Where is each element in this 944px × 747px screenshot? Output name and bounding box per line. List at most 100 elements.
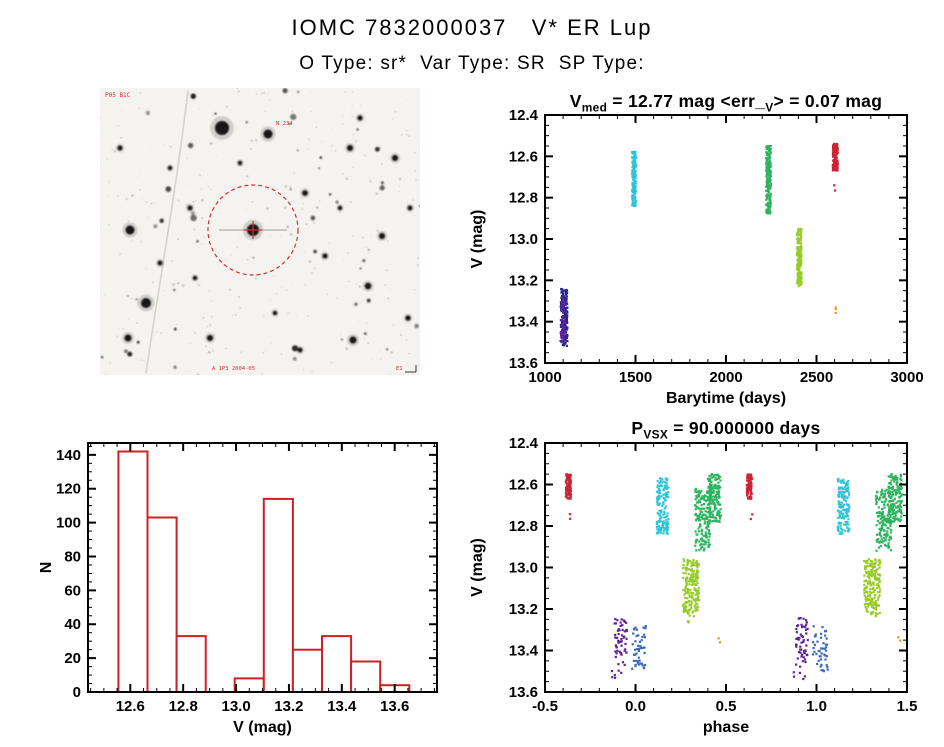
axis-text: 1000 1500 2000 2500 3000 12.4 12.6 12.8 13.0 13.2… xyxy=(469,107,924,407)
y-tick-label: 13.0 xyxy=(509,560,538,577)
scatter-cluster-green-a xyxy=(875,488,893,552)
y-tick-label: 12.4 xyxy=(509,435,539,452)
x-tick-label: 1500 xyxy=(619,369,652,386)
scatter-cluster-epoch4-chartreuse xyxy=(795,227,803,288)
phase-curve-panel: PVSX = 90.000000 days -0.5 0.0 0.5 1.0 1.5 12… xyxy=(460,412,944,747)
y-tick-label: 12.6 xyxy=(509,477,538,494)
scatter-cluster-cyan xyxy=(836,478,851,535)
title-text: P xyxy=(631,418,644,438)
histogram-panel: 12.6 12.8 13.0 13.2 13.4 13.6 0 20 40 60 80 100 120 1… xyxy=(25,412,465,747)
scatter-cluster-red xyxy=(564,473,572,500)
x-axis-label: phase xyxy=(703,719,749,736)
scatter-cluster-purple-tail xyxy=(792,665,806,681)
corner-mark xyxy=(405,365,417,373)
y-tick-label: 40 xyxy=(64,616,81,633)
scatter-cluster-epoch6-orange xyxy=(834,306,837,314)
phase-curve-title: PVSX = 90.000000 days xyxy=(500,418,944,442)
scatter-cluster-cyan xyxy=(655,477,670,535)
x-tick-label: 12.6 xyxy=(116,698,145,715)
x-tick-label: 1.5 xyxy=(897,698,918,715)
minor-ticks xyxy=(88,443,437,692)
title-text: = 90.000000 days xyxy=(668,418,821,438)
y-tick-label: 13.4 xyxy=(509,314,539,331)
title-text: = 12.77 mag <err_ xyxy=(607,91,766,111)
y-tick-label: 12.8 xyxy=(509,518,538,535)
light-curve-panel: Vmed = 12.77 mag <err_V> = 0.07 mag 1000… xyxy=(460,85,944,412)
x-tick-label: 1000 xyxy=(528,369,561,386)
axes xyxy=(544,114,908,364)
scatter-cluster-epoch1-purple xyxy=(559,296,567,344)
scatter-cluster-steelblue xyxy=(811,625,829,673)
x-tick-label: 2500 xyxy=(800,369,833,386)
y-tick-label: 100 xyxy=(56,515,81,532)
y-tick-label: 13.2 xyxy=(509,601,538,618)
scatter-cluster-green-b xyxy=(706,473,722,523)
scatter-cluster-purple xyxy=(613,618,628,666)
scatter-cluster-green-b xyxy=(887,473,903,523)
title-subscript: V xyxy=(765,100,774,115)
scatter-cluster-chartreuse xyxy=(682,558,701,614)
scatter-cluster-orange xyxy=(897,636,902,642)
finding-chart-image: P05 B1C N 234 A 1P3 2004-05 E1 xyxy=(100,88,420,375)
y-axis-label: V (mag) xyxy=(469,210,486,269)
x-tick-label: 12.8 xyxy=(169,698,198,715)
scatter-cluster-chartreuse-tail xyxy=(686,612,695,624)
page-title: IOMC 7832000037 V* ER Lup xyxy=(291,15,653,40)
phase-folded-plot: -0.5 0.0 0.5 1.0 1.5 12.4 12.6 12.8 13.0 13.2 13.4… xyxy=(469,435,917,736)
x-axis-label: Barytime (days) xyxy=(666,390,786,407)
minor-ticks xyxy=(545,443,907,692)
scatter-cluster-chartreuse-tail xyxy=(870,612,879,618)
magnitude-histogram-plot: 12.6 12.8 13.0 13.2 13.4 13.6 0 20 40 60 80 100 120 1… xyxy=(38,442,438,736)
x-tick-label: 13.4 xyxy=(327,698,357,715)
scatter-cluster-red-outlier xyxy=(749,513,754,521)
y-tick-label: 60 xyxy=(64,582,81,599)
y-tick-label: 140 xyxy=(56,447,81,464)
scatter-cluster-purple xyxy=(794,617,809,666)
scatter-cluster-orange xyxy=(717,637,721,644)
y-tick-label: 13.6 xyxy=(509,684,538,701)
y-tick-label: 12.6 xyxy=(509,148,538,165)
y-tick-label: 80 xyxy=(64,549,81,566)
histogram-bars xyxy=(117,450,411,694)
x-tick-label: -0.5 xyxy=(532,698,558,715)
y-tick-label: 0 xyxy=(73,684,81,701)
faint-trail xyxy=(145,89,189,374)
chart-annotation: P05 B1C xyxy=(105,92,131,99)
y-axis-label: N xyxy=(38,562,55,574)
scatter-cluster-steelblue xyxy=(631,625,647,670)
x-tick-label: 13.0 xyxy=(221,698,250,715)
finding-chart-panel: P05 B1C N 234 A 1P3 2004-05 E1 xyxy=(100,88,420,375)
scatter-cluster-red xyxy=(745,473,753,500)
chart-annotation: E1 xyxy=(396,366,403,372)
scatter-cluster-epoch5-red xyxy=(831,142,839,172)
y-tick-label: 12.8 xyxy=(509,190,538,207)
y-tick-label: 13.0 xyxy=(509,231,538,248)
light-curve-title: Vmed = 12.77 mag <err_V> = 0.07 mag xyxy=(500,91,944,115)
scatter-cluster-epoch5-red-outlier xyxy=(833,184,837,192)
axis-text: -0.5 0.0 0.5 1.0 1.5 12.4 12.6 12.8 13.0 13.2 13.4… xyxy=(469,435,917,736)
light-curve-plot: 1000 1500 2000 2500 3000 12.4 12.6 12.8 13.0 13.2… xyxy=(469,107,924,407)
object-type-line: O Type: sr* Var Type: SR SP Type: xyxy=(299,53,645,74)
target-aperture-circle xyxy=(207,184,299,276)
x-tick-label: 0.5 xyxy=(716,698,737,715)
scatter-cluster-epoch2-cyan xyxy=(631,150,638,207)
y-tick-label: 12.4 xyxy=(509,107,539,124)
scatter-cluster-epoch3-green xyxy=(765,144,772,215)
x-tick-label: 13.6 xyxy=(380,698,409,715)
y-tick-label: 13.4 xyxy=(509,643,539,660)
y-tick-label: 13.6 xyxy=(509,355,538,372)
title-subscript: med xyxy=(581,100,608,115)
x-tick-label: 13.2 xyxy=(274,698,303,715)
x-tick-label: 1.0 xyxy=(806,698,827,715)
minor-ticks xyxy=(545,115,907,363)
x-tick-label: 0.0 xyxy=(625,698,646,715)
title-subscript: VSX xyxy=(643,427,669,442)
x-tick-label: 3000 xyxy=(890,369,923,386)
scatter-cluster-purple-tail xyxy=(610,669,623,679)
title-text: V xyxy=(569,91,582,111)
noise-layer xyxy=(100,88,420,375)
star-field xyxy=(100,88,420,375)
scatter-cluster-red-outlier xyxy=(568,513,572,520)
axes xyxy=(544,442,908,693)
